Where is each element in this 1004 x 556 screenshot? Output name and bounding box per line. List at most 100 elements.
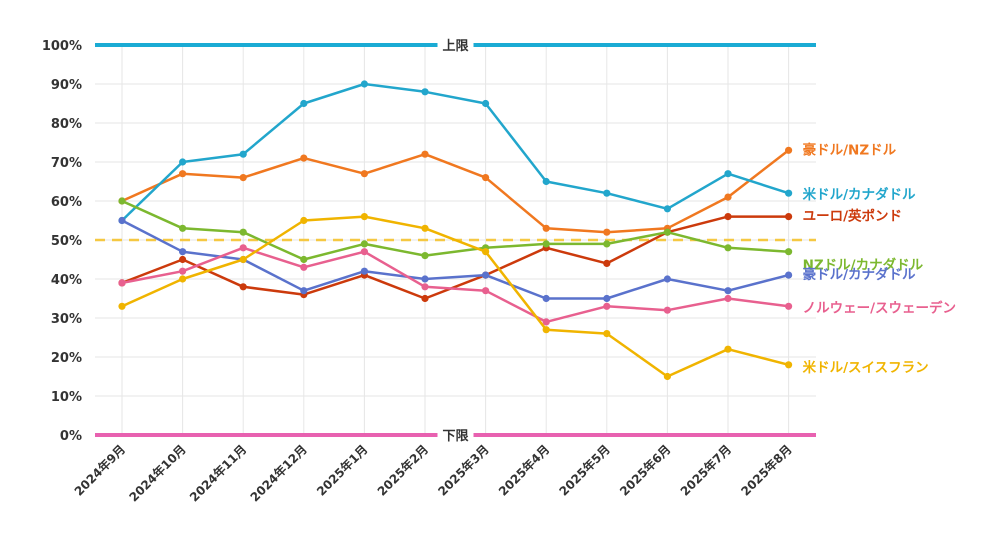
data-point <box>785 189 793 197</box>
data-point <box>421 224 429 232</box>
data-point <box>360 213 368 221</box>
series-line <box>121 215 789 300</box>
data-point <box>421 252 429 260</box>
data-point <box>542 326 550 334</box>
data-point <box>724 170 732 178</box>
data-point <box>239 283 247 291</box>
data-point <box>239 174 247 182</box>
data-point <box>663 205 672 213</box>
data-point <box>360 267 368 275</box>
data-point <box>663 228 672 236</box>
y-tick-label: 50% <box>51 234 82 249</box>
data-point <box>724 287 732 295</box>
y-tick-label: 100% <box>42 39 82 54</box>
x-tick-label: 2025年7月 <box>677 442 734 499</box>
x-tick-label: 2025年4月 <box>495 442 552 499</box>
data-point <box>239 244 247 252</box>
data-point <box>603 228 611 236</box>
data-point <box>360 170 368 178</box>
series-line <box>121 199 789 261</box>
data-point <box>300 99 308 108</box>
data-point <box>785 271 793 279</box>
x-tick-label: 2025年5月 <box>556 442 613 499</box>
data-point <box>179 267 187 275</box>
data-point <box>603 259 611 267</box>
series-label: 豪ドル/カナダドル <box>803 266 916 283</box>
data-point <box>300 287 308 295</box>
data-point <box>421 283 429 291</box>
data-point <box>482 99 490 108</box>
data-point <box>360 240 368 248</box>
data-point <box>300 154 308 162</box>
data-point <box>118 216 126 225</box>
data-point <box>724 193 732 201</box>
y-tick-label: 10% <box>51 390 82 405</box>
data-point <box>542 224 550 232</box>
data-point <box>542 294 550 303</box>
x-tick-label: 2025年1月 <box>313 442 370 499</box>
data-point <box>724 294 732 303</box>
data-point <box>179 170 187 178</box>
y-tick-label: 60% <box>51 195 82 210</box>
y-tick-label: 30% <box>51 312 82 327</box>
data-point <box>785 302 793 310</box>
data-point <box>603 302 611 310</box>
data-point <box>482 248 490 256</box>
data-point <box>724 345 732 353</box>
data-point <box>421 275 429 283</box>
y-tick-label: 20% <box>51 351 82 366</box>
x-tick-label: 2024年10月 <box>126 442 189 505</box>
series-label: NZドル/カナダドル <box>803 257 924 274</box>
y-tick-label: 80% <box>51 117 82 132</box>
series-label: ユーロ/英ポンド <box>803 208 902 225</box>
data-point <box>300 216 308 225</box>
data-point <box>300 255 308 264</box>
data-point <box>542 240 550 248</box>
data-point <box>118 197 126 205</box>
data-point <box>300 263 308 271</box>
data-point <box>542 177 550 186</box>
x-tick-label: 2024年11月 <box>186 442 249 505</box>
data-point <box>421 150 429 158</box>
data-point <box>482 174 490 182</box>
x-tick-label: 2025年6月 <box>616 442 673 499</box>
lower-limit-label: 下限 <box>442 429 469 444</box>
series-label: 米ドル/カナダドル <box>803 186 916 203</box>
data-point <box>179 224 187 232</box>
data-point <box>785 213 793 221</box>
data-point <box>603 189 611 197</box>
data-point <box>542 318 550 326</box>
data-point <box>785 361 793 369</box>
x-tick-label: 2025年3月 <box>435 442 492 499</box>
ref-label-bg <box>437 426 474 444</box>
x-tick-label: 2025年8月 <box>738 442 795 499</box>
data-point <box>482 287 490 295</box>
series-line <box>121 82 789 222</box>
data-point <box>360 80 368 88</box>
x-tick-label: 2025年2月 <box>374 442 431 499</box>
data-point <box>179 248 187 256</box>
series-label: ノルウェー/スウェーデン <box>803 299 956 316</box>
data-point <box>724 244 732 252</box>
series-line <box>121 215 789 378</box>
series-label: 米ドル/スイスフラン <box>803 359 929 376</box>
data-point <box>603 294 611 303</box>
data-point <box>179 255 187 264</box>
data-point <box>179 158 187 166</box>
data-point <box>724 213 732 221</box>
y-tick-label: 70% <box>51 156 82 171</box>
series-label: 豪ドル/NZドル <box>803 141 897 158</box>
y-tick-label: 0% <box>60 429 82 444</box>
data-point <box>179 275 187 283</box>
y-tick-label: 90% <box>51 78 82 93</box>
x-tick-label: 2024年9月 <box>71 442 128 499</box>
x-tick-label: 2024年12月 <box>247 442 310 505</box>
data-point <box>421 88 429 96</box>
data-point <box>118 302 126 310</box>
series-line <box>121 219 789 300</box>
y-axis-ticks: 0% 10% 20% 30% 40% 50% 60% 70% 80% 90% 100% <box>42 39 82 444</box>
upper-limit-label: 上限 <box>442 39 469 54</box>
